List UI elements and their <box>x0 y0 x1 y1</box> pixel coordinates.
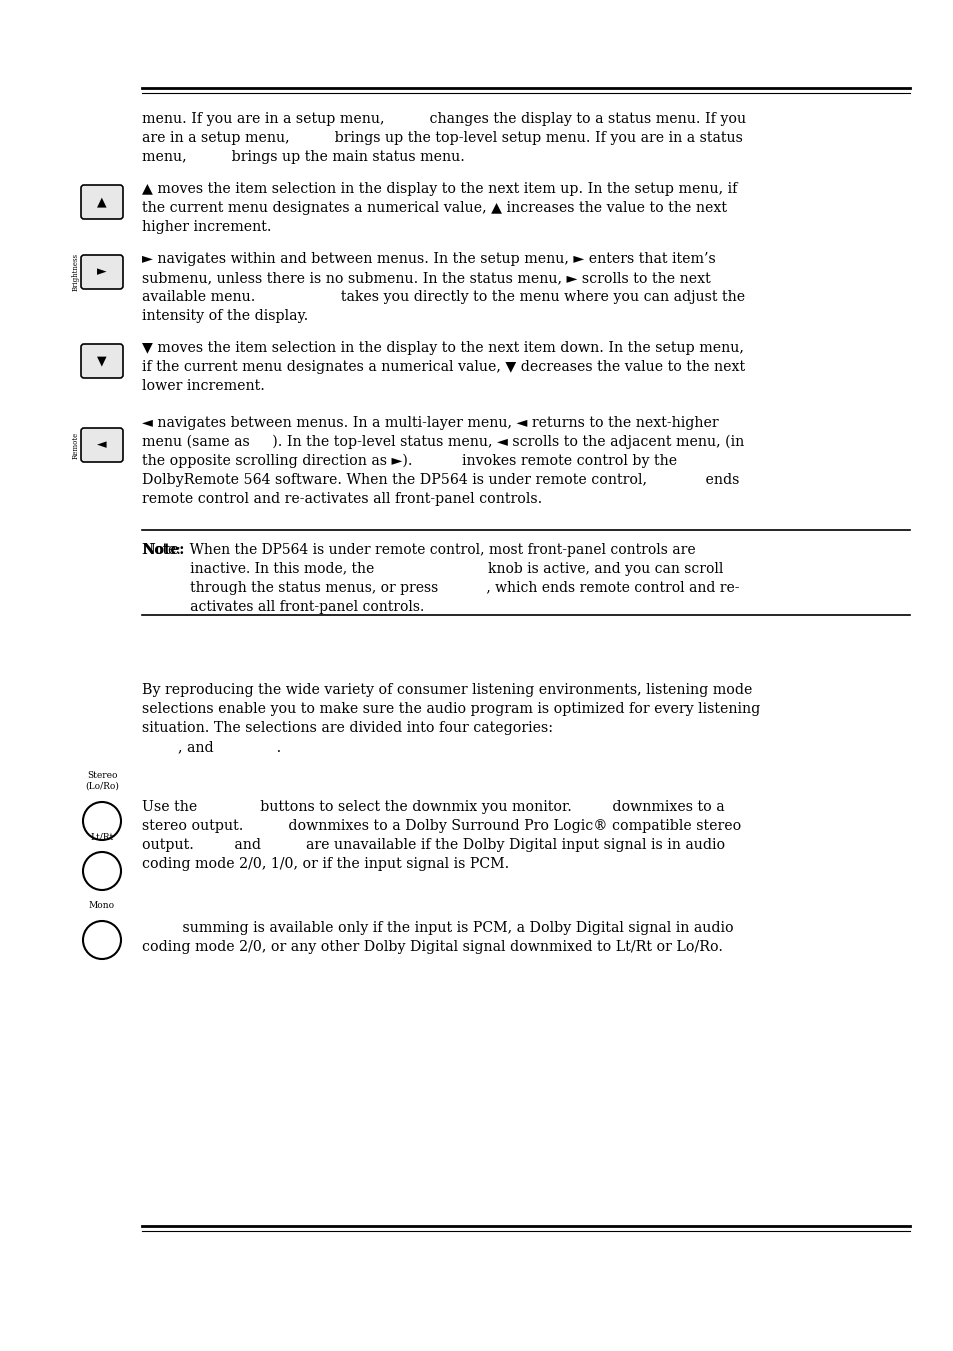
Text: Mono: Mono <box>89 901 115 911</box>
Text: Stereo: Stereo <box>87 771 117 780</box>
Text: Brightness: Brightness <box>71 253 80 290</box>
Text: stereo output.          downmixes to a Dolby Surround Pro Logic® compatible ster: stereo output. downmixes to a Dolby Surr… <box>142 819 740 834</box>
Text: situation. The selections are divided into four categories:: situation. The selections are divided in… <box>142 721 553 735</box>
Text: Use the              buttons to select the downmix you monitor.         downmixe: Use the buttons to select the downmix yo… <box>142 800 724 815</box>
Text: inactive. In this mode, the                          knob is active, and you can: inactive. In this mode, the knob is acti… <box>142 562 722 576</box>
FancyBboxPatch shape <box>81 185 123 219</box>
Text: , and              .: , and . <box>142 740 281 754</box>
Text: ►: ► <box>97 266 107 278</box>
Text: ▼: ▼ <box>97 354 107 367</box>
Text: if the current menu designates a numerical value, ▼ decreases the value to the n: if the current menu designates a numeric… <box>142 359 744 374</box>
Text: Lt/Rt: Lt/Rt <box>91 832 113 842</box>
Text: menu,          brings up the main status menu.: menu, brings up the main status menu. <box>142 150 464 163</box>
FancyBboxPatch shape <box>81 428 123 462</box>
Text: Note:: Note: <box>142 543 184 557</box>
Text: higher increment.: higher increment. <box>142 220 272 234</box>
Text: available menu.                   takes you directly to the menu where you can a: available menu. takes you directly to th… <box>142 290 744 304</box>
Text: ► navigates within and between menus. In the setup menu, ► enters that item’s: ► navigates within and between menus. In… <box>142 253 715 266</box>
Text: DolbyRemote 564 software. When the DP564 is under remote control,             en: DolbyRemote 564 software. When the DP564… <box>142 473 739 486</box>
Text: ◄ navigates between menus. In a multi-layer menu, ◄ returns to the next-higher: ◄ navigates between menus. In a multi-la… <box>142 416 718 430</box>
Text: remote control and re-activates all front-panel controls.: remote control and re-activates all fron… <box>142 492 541 507</box>
FancyBboxPatch shape <box>81 255 123 289</box>
Text: (Lo/Ro): (Lo/Ro) <box>85 782 119 790</box>
Text: menu (same as     ). In the top-level status menu, ◄ scrolls to the adjacent men: menu (same as ). In the top-level status… <box>142 435 743 450</box>
Text: coding mode 2/0, or any other Dolby Digital signal downmixed to Lt/Rt or Lo/Ro.: coding mode 2/0, or any other Dolby Digi… <box>142 940 722 954</box>
Text: are in a setup menu,          brings up the top-level setup menu. If you are in : are in a setup menu, brings up the top-l… <box>142 131 742 145</box>
Text: ▲ moves the item selection in the display to the next item up. In the setup menu: ▲ moves the item selection in the displa… <box>142 182 737 196</box>
FancyBboxPatch shape <box>81 345 123 378</box>
Text: summing is available only if the input is PCM, a Dolby Digital signal in audio: summing is available only if the input i… <box>142 921 733 935</box>
Text: ◄: ◄ <box>97 439 107 451</box>
Text: submenu, unless there is no submenu. In the status menu, ► scrolls to the next: submenu, unless there is no submenu. In … <box>142 272 710 285</box>
Text: through the status menus, or press           , which ends remote control and re-: through the status menus, or press , whi… <box>142 581 739 594</box>
Text: the opposite scrolling direction as ►).           invokes remote control by the: the opposite scrolling direction as ►). … <box>142 454 677 469</box>
Text: activates all front-panel controls.: activates all front-panel controls. <box>142 600 424 613</box>
Text: output.         and          are unavailable if the Dolby Digital input signal i: output. and are unavailable if the Dolby… <box>142 838 724 852</box>
Text: selections enable you to make sure the audio program is optimized for every list: selections enable you to make sure the a… <box>142 703 760 716</box>
Text: lower increment.: lower increment. <box>142 380 265 393</box>
Text: ▲: ▲ <box>97 196 107 208</box>
Text: ▼ moves the item selection in the display to the next item down. In the setup me: ▼ moves the item selection in the displa… <box>142 340 743 355</box>
Text: the current menu designates a numerical value, ▲ increases the value to the next: the current menu designates a numerical … <box>142 201 726 215</box>
Text: Note:  When the DP564 is under remote control, most front-panel controls are: Note: When the DP564 is under remote con… <box>142 543 695 557</box>
Text: By reproducing the wide variety of consumer listening environments, listening mo: By reproducing the wide variety of consu… <box>142 684 752 697</box>
Text: Remote: Remote <box>71 431 80 458</box>
Text: menu. If you are in a setup menu,          changes the display to a status menu.: menu. If you are in a setup menu, change… <box>142 112 745 126</box>
Text: intensity of the display.: intensity of the display. <box>142 309 308 323</box>
Text: coding mode 2/0, 1/0, or if the input signal is PCM.: coding mode 2/0, 1/0, or if the input si… <box>142 857 509 871</box>
